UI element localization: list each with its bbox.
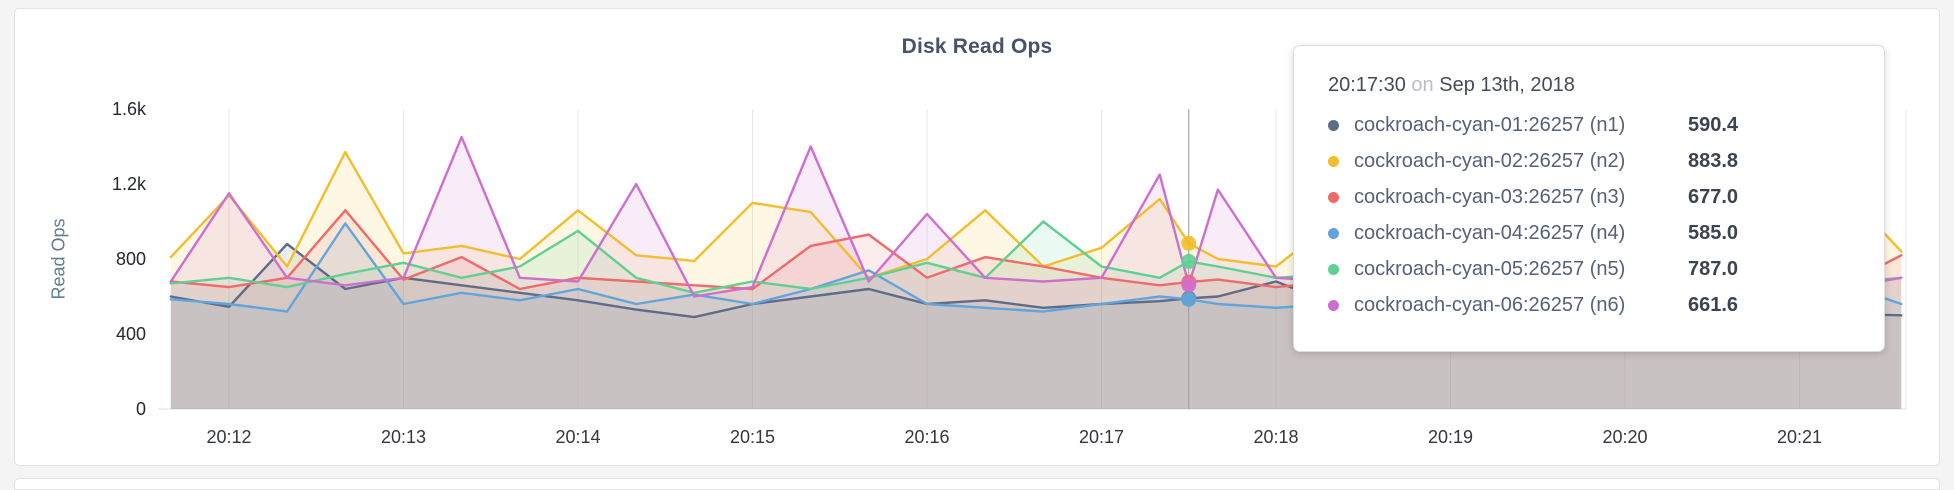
y-tick-label: 0 xyxy=(136,399,146,419)
series-value: 787.0 xyxy=(1688,258,1739,280)
series-name: cockroach-cyan-06:26257 (n6) xyxy=(1354,294,1626,316)
tooltip-series-row: cockroach-cyan-01:26257 (n1) 590.4 xyxy=(1328,113,1858,137)
series-color-dot xyxy=(1328,155,1339,167)
series-value: 590.4 xyxy=(1688,114,1739,136)
chart-tooltip: 20:17:30 on Sep 13th, 2018 cockroach-cya… xyxy=(1293,45,1885,352)
series-area-n4 xyxy=(170,223,1902,409)
series-name: cockroach-cyan-02:26257 (n2) xyxy=(1354,150,1626,172)
x-tick-labels: 20:12 20:13 20:14 20:15 20:16 20:17 20:18 20:19… xyxy=(206,427,1822,447)
series-value: 677.0 xyxy=(1688,186,1739,208)
tooltip-series-row: cockroach-cyan-06:26257 (n6) 661.6 xyxy=(1328,293,1858,317)
crosshair-dot-n5 xyxy=(1181,253,1197,269)
tooltip-time: 20:17:30 xyxy=(1328,74,1406,96)
tooltip-series-row: cockroach-cyan-05:26257 (n5) 787.0 xyxy=(1328,257,1858,281)
series-name: cockroach-cyan-03:26257 (n3) xyxy=(1354,186,1626,208)
crosshair-dot-n6 xyxy=(1181,277,1197,293)
series-color-dot xyxy=(1328,119,1339,131)
chart-panel: Disk Read Ops Read Ops 20:12 20:13 20:14 20… xyxy=(14,8,1940,466)
series-name: cockroach-cyan-05:26257 (n5) xyxy=(1354,258,1626,280)
x-tick-label: 20:18 xyxy=(1253,427,1298,447)
series-area-n3 xyxy=(170,210,1902,409)
y-tick-label: 1.2k xyxy=(112,174,147,194)
crosshair-dots xyxy=(1181,235,1197,307)
series-value: 661.6 xyxy=(1688,294,1739,316)
tooltip-series-row: cockroach-cyan-04:26257 (n4) 585.0 xyxy=(1328,221,1858,245)
series-area-n5 xyxy=(170,221,1902,409)
y-tick-label: 400 xyxy=(116,324,146,344)
next-panel-edge xyxy=(14,478,1940,490)
tooltip-series-row: cockroach-cyan-03:26257 (n3) 677.0 xyxy=(1328,185,1858,209)
tooltip-series-row: cockroach-cyan-02:26257 (n2) 883.8 xyxy=(1328,149,1858,173)
x-tick-label: 20:14 xyxy=(555,427,600,447)
series-value: 883.8 xyxy=(1688,150,1739,172)
x-tick-label: 20:16 xyxy=(904,427,949,447)
x-tick-label: 20:15 xyxy=(730,427,775,447)
x-tick-label: 20:12 xyxy=(206,427,251,447)
series-color-dot xyxy=(1328,263,1339,275)
series-color-dot xyxy=(1328,191,1339,203)
crosshair-dot-n4 xyxy=(1181,291,1197,307)
series-name: cockroach-cyan-04:26257 (n4) xyxy=(1354,222,1626,244)
tooltip-date: Sep 13th, 2018 xyxy=(1439,74,1575,96)
series-color-dot xyxy=(1328,299,1339,311)
tooltip-preposition: on xyxy=(1411,74,1434,96)
tooltip-timestamp: 20:17:30 on Sep 13th, 2018 xyxy=(1328,74,1858,97)
tooltip-series-list: cockroach-cyan-01:26257 (n1) 590.4 cockroa… xyxy=(1328,113,1858,317)
x-tick-label: 20:19 xyxy=(1428,427,1473,447)
y-tick-labels: 0 400 800 1.2k 1.6k xyxy=(112,99,147,419)
x-tick-label: 20:13 xyxy=(381,427,426,447)
series-name: cockroach-cyan-01:26257 (n1) xyxy=(1354,114,1626,136)
y-tick-label: 800 xyxy=(116,249,146,269)
x-tick-label: 20:20 xyxy=(1602,427,1647,447)
series-area-n1 xyxy=(170,244,1902,409)
crosshair-dot-n2 xyxy=(1181,235,1197,251)
series-color-dot xyxy=(1328,227,1339,239)
x-tick-label: 20:17 xyxy=(1079,427,1124,447)
x-tick-label: 20:21 xyxy=(1777,427,1822,447)
y-tick-label: 1.6k xyxy=(112,99,147,119)
series-value: 585.0 xyxy=(1688,222,1739,244)
chart-title: Disk Read Ops xyxy=(901,35,1053,58)
